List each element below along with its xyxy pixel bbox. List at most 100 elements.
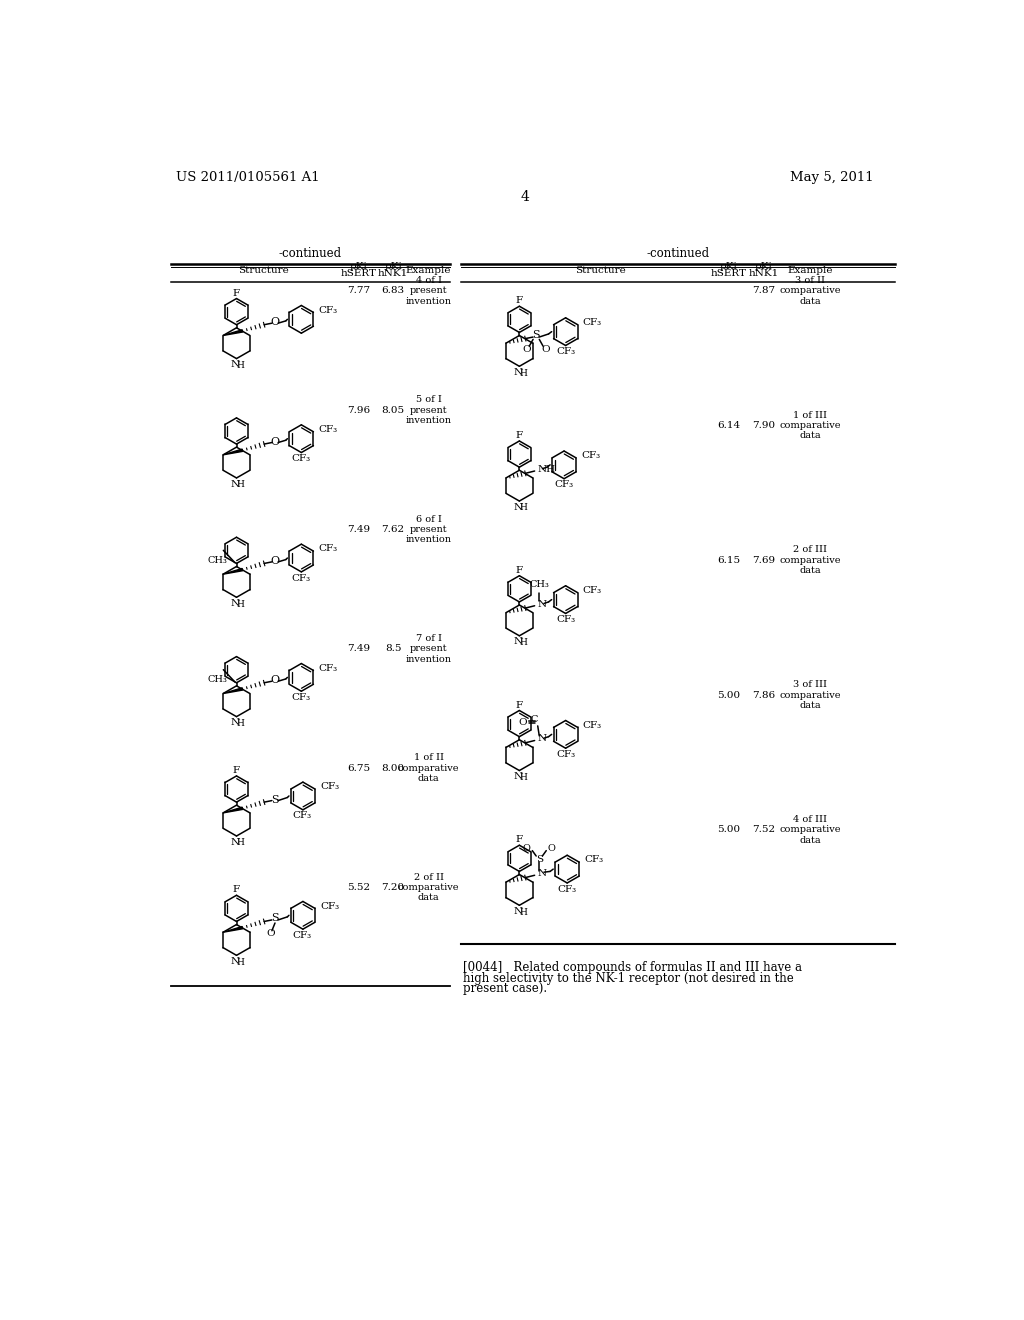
Text: H: H	[519, 503, 527, 512]
Text: S: S	[536, 854, 543, 863]
Text: 5 of I
present
invention: 5 of I present invention	[406, 395, 452, 425]
Text: CF₃: CF₃	[319, 783, 339, 791]
Text: 5.00: 5.00	[717, 690, 740, 700]
Text: H: H	[237, 599, 245, 609]
Text: F: F	[232, 766, 240, 775]
Text: hSERT: hSERT	[711, 269, 746, 279]
Text: 8.00: 8.00	[382, 764, 404, 772]
Text: 6 of I
present
invention: 6 of I present invention	[406, 515, 452, 544]
Text: N: N	[230, 838, 240, 846]
Text: O: O	[518, 718, 527, 726]
Text: CF₃: CF₃	[583, 721, 602, 730]
Text: [0044]   Related compounds of formulas II and III have a: [0044] Related compounds of formulas II …	[463, 961, 802, 974]
Text: CF₃: CF₃	[318, 425, 338, 434]
Text: N: N	[538, 734, 547, 743]
Text: hSERT: hSERT	[341, 269, 377, 279]
Text: 7.49: 7.49	[347, 525, 371, 535]
Text: 6.75: 6.75	[347, 764, 371, 772]
Text: Example: Example	[406, 265, 452, 275]
Text: F: F	[232, 289, 240, 297]
Text: 3 of II
comparative
data: 3 of II comparative data	[779, 276, 841, 306]
Polygon shape	[223, 449, 243, 455]
Text: 4: 4	[520, 190, 529, 203]
Text: US 2011/0105561 A1: US 2011/0105561 A1	[176, 172, 319, 185]
Text: N: N	[230, 360, 240, 370]
Text: CF₃: CF₃	[318, 664, 338, 673]
Text: O: O	[548, 843, 556, 853]
Text: pKi: pKi	[720, 261, 737, 271]
Text: CF₃: CF₃	[318, 306, 338, 314]
Text: S: S	[271, 913, 279, 924]
Text: N: N	[513, 907, 522, 916]
Text: H: H	[519, 639, 527, 647]
Text: N: N	[230, 718, 240, 727]
Text: H: H	[237, 719, 245, 729]
Text: H: H	[237, 838, 245, 847]
Text: N: N	[230, 479, 240, 488]
Text: 3 of III
comparative
data: 3 of III comparative data	[779, 680, 841, 710]
Text: hNK1: hNK1	[378, 269, 409, 279]
Text: 2 of III
comparative
data: 2 of III comparative data	[779, 545, 841, 576]
Text: O: O	[270, 437, 280, 446]
Text: pKi: pKi	[384, 261, 402, 271]
Text: CF₃: CF₃	[556, 347, 575, 356]
Text: 7.87: 7.87	[752, 286, 775, 296]
Text: 4 of III
comparative
data: 4 of III comparative data	[779, 814, 841, 845]
Text: 7.86: 7.86	[752, 690, 775, 700]
Text: CF₃: CF₃	[318, 544, 338, 553]
Text: CF₃: CF₃	[293, 812, 311, 821]
Text: 5.00: 5.00	[717, 825, 740, 834]
Text: 6.15: 6.15	[717, 556, 740, 565]
Text: NH: NH	[538, 465, 556, 474]
Text: CH₃: CH₃	[207, 556, 227, 565]
Polygon shape	[223, 927, 243, 932]
Text: 8.05: 8.05	[382, 405, 404, 414]
Text: O: O	[270, 556, 280, 566]
Text: H: H	[519, 368, 527, 378]
Text: 7.20: 7.20	[382, 883, 404, 892]
Text: 7.69: 7.69	[752, 556, 775, 565]
Text: 7.77: 7.77	[347, 286, 371, 296]
Text: H: H	[519, 774, 527, 781]
Text: CF₃: CF₃	[293, 931, 311, 940]
Text: O: O	[522, 843, 530, 853]
Text: F: F	[516, 297, 523, 305]
Text: H: H	[237, 362, 245, 370]
Text: 7.49: 7.49	[347, 644, 371, 653]
Text: CF₃: CF₃	[558, 884, 577, 894]
Text: O: O	[541, 345, 550, 354]
Text: CF₃: CF₃	[555, 480, 573, 490]
Polygon shape	[223, 807, 243, 813]
Text: F: F	[516, 836, 523, 845]
Text: O: O	[266, 929, 274, 939]
Text: C: C	[530, 715, 539, 725]
Text: O: O	[270, 317, 280, 327]
Text: CH₃: CH₃	[529, 579, 549, 589]
Text: N: N	[230, 957, 240, 966]
Text: CF₃: CF₃	[583, 318, 602, 327]
Text: 7.52: 7.52	[752, 825, 775, 834]
Text: 2 of II
comparative
data: 2 of II comparative data	[398, 873, 460, 903]
Text: N: N	[513, 638, 522, 647]
Text: -continued: -continued	[647, 247, 710, 260]
Text: CF₃: CF₃	[556, 750, 575, 759]
Text: CF₃: CF₃	[582, 451, 600, 461]
Text: 1 of II
comparative
data: 1 of II comparative data	[398, 754, 460, 783]
Text: N: N	[538, 599, 547, 609]
Text: 1 of III
comparative
data: 1 of III comparative data	[779, 411, 841, 441]
Text: F: F	[516, 432, 523, 440]
Text: F: F	[232, 886, 240, 895]
Text: CF₃: CF₃	[556, 615, 575, 624]
Text: O: O	[270, 676, 280, 685]
Text: 4 of I
present
invention: 4 of I present invention	[406, 276, 452, 306]
Text: 8.5: 8.5	[385, 644, 401, 653]
Polygon shape	[223, 688, 243, 693]
Text: H: H	[237, 958, 245, 966]
Text: 6.14: 6.14	[717, 421, 740, 430]
Text: 5.52: 5.52	[347, 883, 371, 892]
Text: CF₃: CF₃	[291, 454, 310, 463]
Text: H: H	[237, 480, 245, 490]
Text: CF₃: CF₃	[585, 855, 603, 865]
Text: high selectivity to the NK-1 receptor (not desired in the: high selectivity to the NK-1 receptor (n…	[463, 972, 794, 985]
Text: N: N	[538, 870, 547, 878]
